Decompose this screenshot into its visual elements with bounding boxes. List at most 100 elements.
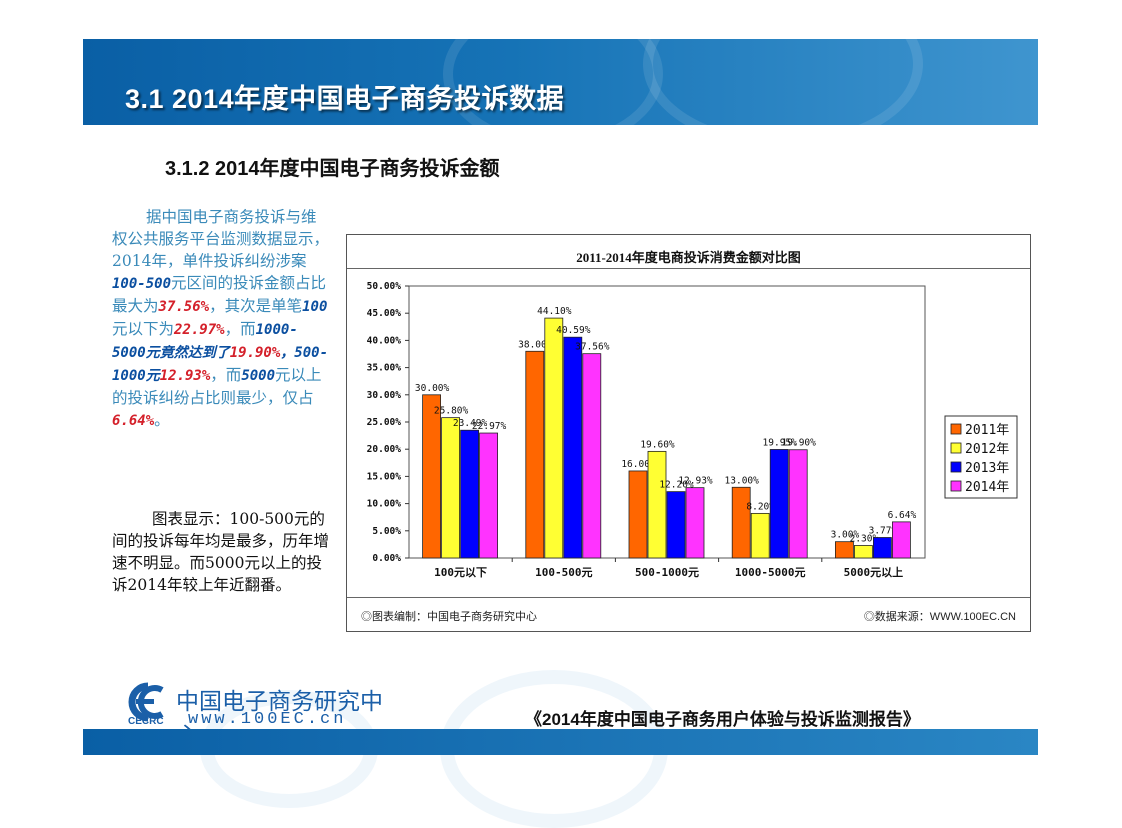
page-title: 3.1 2014年度中国电子商务投诉数据 xyxy=(125,84,565,114)
x-tick-label: 1000-5000元 xyxy=(735,566,806,579)
bar xyxy=(544,317,564,559)
data-label: 37.56% xyxy=(575,342,610,353)
data-label: 19.95% xyxy=(763,437,798,448)
para-text: 据中国电子商务投诉与维权公共服务平台监测数据显示，2014年，单件投诉纠纷涉案 xyxy=(112,208,330,270)
y-tick-label: 0.00% xyxy=(372,553,401,564)
chart-source: ◎数据来源：WWW.100EC.CN xyxy=(863,611,1016,623)
data-label: 40.59% xyxy=(556,325,591,336)
logo-chinese-name: 中国电子商务研究中心 xyxy=(176,688,383,748)
chart-panel: 2011-2014年度电商投诉消费金额对比图 0.00% 5.00% 10.00% 1… xyxy=(346,234,1031,632)
header-swirl xyxy=(443,0,663,149)
para-value: 22.97% xyxy=(174,322,225,338)
logo-url: www.100EC.cn xyxy=(188,710,347,729)
x-tick-label: 100-500元 xyxy=(535,566,592,579)
legend-swatch xyxy=(950,480,962,492)
para-text: 元以下为 xyxy=(112,320,175,338)
para-text: 元区间的投诉金额占比最大为 xyxy=(112,274,327,315)
y-tick-label: 10.00% xyxy=(367,499,402,510)
para-text: ，其次是单笔 xyxy=(209,297,303,315)
report-title: 《2014年度中国电子商务用户体验与投诉监测报告》 xyxy=(525,710,920,729)
section-subtitle: 3.1.2 2014年度中国电子商务投诉金额 xyxy=(165,158,500,180)
data-label: 19.60% xyxy=(640,439,675,450)
data-label: 12.20% xyxy=(659,480,694,491)
header-swirl xyxy=(643,0,923,149)
bar xyxy=(750,512,770,559)
para-value: 100 xyxy=(302,299,328,315)
bar xyxy=(441,417,460,559)
y-tick-label: 20.00% xyxy=(367,444,402,455)
x-tick-label: 100元以下 xyxy=(434,566,487,579)
bar xyxy=(731,486,751,559)
analysis-paragraph: 据中国电子商务投诉与维权公共服务平台监测数据显示，2014年，单件投诉纠纷涉案 1… xyxy=(112,206,330,432)
data-label: 38.00% xyxy=(518,339,553,350)
data-label: 3.00% xyxy=(831,530,860,541)
legend-label: 2011年 xyxy=(965,423,1009,438)
para-value: 1000-5000元竟然达到了 xyxy=(112,322,298,361)
bar xyxy=(582,353,602,559)
bar-chart: 0.00% 5.00% 10.00% 15.00% 20.00% 25.00% 30.00%… xyxy=(367,281,1018,579)
data-label: 22.97% xyxy=(472,421,507,432)
para-value: 5000 xyxy=(241,368,276,384)
y-tick-label: 45.00% xyxy=(367,308,402,319)
y-tick-label: 50.00% xyxy=(367,281,402,292)
footer-band xyxy=(83,729,1038,755)
data-label: 6.64% xyxy=(888,510,917,521)
para-text: ，而 xyxy=(210,366,242,384)
data-label: 2.30% xyxy=(850,533,879,544)
para-text: 元以上的投诉纠纷占比则最少，仅占 xyxy=(112,366,322,407)
para-value: 19.90% xyxy=(229,345,281,361)
para-value: 500-1000元 xyxy=(112,345,329,384)
legend-swatch xyxy=(950,423,962,435)
bar xyxy=(873,537,892,559)
data-label: 19.90% xyxy=(782,438,817,449)
data-label: 16.00% xyxy=(621,459,656,470)
legend-swatch xyxy=(950,442,962,454)
data-label: 13.00% xyxy=(725,475,760,486)
bar xyxy=(479,432,499,559)
legend-label: 2013年 xyxy=(965,461,1009,476)
bar xyxy=(628,470,648,559)
x-tick-label: 5000元以上 xyxy=(844,565,904,579)
bar xyxy=(788,449,808,559)
bar xyxy=(666,491,686,559)
bar xyxy=(460,429,479,559)
logo-abbreviation: CECRC xyxy=(128,716,164,727)
bar xyxy=(525,350,545,559)
header-banner: 3.1 2014年度中国电子商务投诉数据 xyxy=(83,0,1038,149)
bar xyxy=(892,521,911,559)
bar xyxy=(563,336,583,559)
legend-label: 2014年 xyxy=(965,480,1009,495)
data-label: 12.93% xyxy=(678,476,713,487)
data-label: 30.00% xyxy=(415,383,450,394)
bar xyxy=(685,487,705,559)
data-label: 3.77% xyxy=(869,525,898,536)
para-value: 100-500 xyxy=(112,276,172,292)
y-tick-label: 25.00% xyxy=(367,417,402,428)
legend-swatch xyxy=(950,461,962,473)
x-tick-label: 500-1000元 xyxy=(635,566,699,579)
y-tick-label: 15.00% xyxy=(367,471,402,482)
cecrc-logo: 中国电子商务研究中心 CECRC www.100EC.cn xyxy=(126,682,386,748)
chart-credit: ◎图表编制：中国电子商务研究中心 xyxy=(361,611,537,623)
y-tick-label: 40.00% xyxy=(367,335,402,346)
bar xyxy=(834,541,854,559)
y-tick-label: 5.00% xyxy=(372,526,401,537)
data-label: 8.20% xyxy=(746,501,775,512)
bar xyxy=(769,449,789,559)
para-text: 。 xyxy=(154,411,170,429)
data-label: 23.49% xyxy=(453,418,488,429)
chart-divider xyxy=(347,597,1030,598)
para-text: ， xyxy=(280,345,295,361)
chart-divider xyxy=(347,268,1030,269)
y-tick-label: 30.00% xyxy=(367,390,402,401)
summary-text: 图表显示：100-500元的间的投诉每年均是最多，历年增速不明显。而5000元以… xyxy=(112,510,330,594)
bar xyxy=(647,450,667,559)
data-label: 25.80% xyxy=(434,406,469,417)
bar xyxy=(422,394,441,559)
para-value: 12.93% xyxy=(159,368,211,384)
legend-label: 2012年 xyxy=(965,442,1009,457)
para-text: ，而 xyxy=(224,320,256,338)
data-label: 44.10% xyxy=(537,306,572,317)
cecrc-logo-icon xyxy=(128,682,164,722)
chart-title: 2011-2014年度电商投诉消费金额对比图 xyxy=(576,250,801,265)
